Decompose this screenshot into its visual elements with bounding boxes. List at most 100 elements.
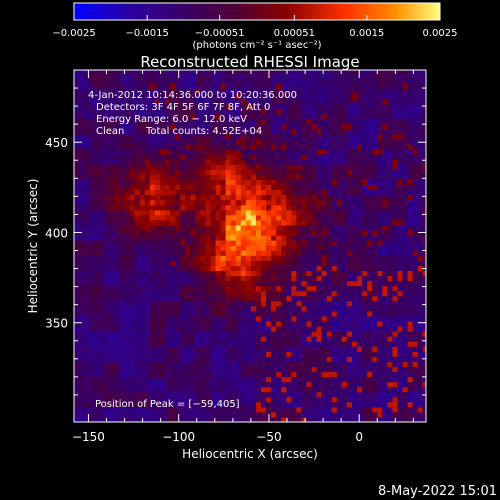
- heatmap-cell: [210, 320, 217, 327]
- heatmap-cell: [190, 164, 196, 170]
- heatmap-cell: [351, 229, 358, 236]
- heatmap-cell: [311, 381, 318, 388]
- heatmap-cell: [99, 169, 105, 175]
- heatmap-cell: [175, 401, 181, 408]
- heatmap-cell: [164, 310, 171, 317]
- heatmap-cell: [296, 336, 303, 342]
- heatmap-cell: [220, 371, 227, 378]
- heatmap-cell: [119, 341, 126, 347]
- heatmap-cell: [341, 128, 348, 135]
- heatmap-cell: [392, 113, 399, 120]
- heatmap-cell: [170, 366, 176, 373]
- heatmap-cell: [250, 305, 257, 312]
- heatmap-cell: [144, 391, 151, 398]
- heatmap-cell: [346, 204, 353, 211]
- heatmap-cell: [387, 361, 394, 367]
- heatmap-cell: [129, 103, 136, 110]
- heatmap-cell: [392, 361, 399, 367]
- heatmap-cell: [382, 199, 388, 206]
- heatmap-cell: [144, 113, 151, 120]
- heatmap-cell: [382, 341, 388, 347]
- heatmap-cell: [205, 199, 212, 206]
- heatmap-cell: [164, 356, 171, 362]
- heatmap-cell: [205, 240, 212, 246]
- heatmap-cell: [417, 295, 424, 302]
- heatmap-cell: [99, 305, 105, 312]
- heatmap-cell: [321, 386, 328, 393]
- heatmap-cell: [397, 310, 404, 317]
- heatmap-cell: [139, 341, 146, 347]
- heatmap-cell: [321, 346, 328, 352]
- heatmap-cell: [392, 300, 399, 307]
- heatmap-cell: [316, 361, 323, 367]
- heatmap-cell: [271, 194, 277, 201]
- heatmap-cell: [341, 280, 348, 287]
- heatmap-cell: [301, 371, 308, 378]
- heatmap-cell: [84, 250, 90, 256]
- heatmap-cell: [245, 209, 252, 216]
- heatmap-cell: [99, 73, 105, 79]
- heatmap-cell: [129, 194, 136, 201]
- heatmap-cell: [220, 98, 227, 105]
- heatmap-cell: [291, 295, 297, 302]
- heatmap-cell: [261, 250, 267, 256]
- heatmap-cell: [144, 300, 151, 307]
- heatmap-cell: [266, 204, 272, 211]
- heatmap-cell: [134, 406, 141, 413]
- heatmap-cell: [326, 78, 333, 84]
- heatmap-cell: [357, 73, 363, 79]
- heatmap-cell: [271, 320, 277, 327]
- heatmap-cell: [250, 341, 257, 347]
- heatmap-cell: [392, 325, 399, 332]
- heatmap-cell: [185, 234, 191, 241]
- heatmap-cell: [261, 70, 267, 74]
- heatmap-cell: [281, 295, 287, 302]
- heatmap-cell: [205, 179, 212, 186]
- heatmap-cell: [377, 320, 383, 327]
- heatmap-cell: [175, 108, 181, 115]
- heatmap-cell: [149, 138, 156, 145]
- heatmap-cell: [387, 240, 394, 246]
- heatmap-cell: [250, 78, 257, 84]
- heatmap-cell: [336, 78, 343, 84]
- heatmap-cell: [392, 128, 399, 135]
- heatmap-cell: [89, 270, 95, 277]
- heatmap-cell: [261, 386, 267, 393]
- heatmap-cell: [205, 416, 212, 422]
- heatmap-cell: [296, 371, 303, 378]
- heatmap-cell: [170, 164, 176, 170]
- heatmap-cell: [346, 138, 353, 145]
- heatmap-cell: [407, 128, 414, 135]
- heatmap-cell: [159, 159, 166, 165]
- heatmap-cell: [346, 93, 353, 100]
- heatmap-cell: [311, 174, 318, 180]
- heatmap-cell: [331, 310, 338, 317]
- heatmap-cell: [104, 290, 110, 297]
- heatmap-cell: [230, 78, 237, 84]
- heatmap-cell: [351, 209, 358, 216]
- heatmap-cell: [276, 144, 282, 150]
- heatmap-cell: [99, 174, 105, 180]
- heatmap-cell: [412, 351, 419, 357]
- heatmap-cell: [271, 234, 277, 241]
- heatmap-cell: [144, 351, 151, 357]
- heatmap-cell: [235, 88, 242, 95]
- heatmap-cell: [210, 83, 217, 90]
- heatmap-cell: [407, 401, 414, 408]
- heatmap-cell: [351, 93, 358, 100]
- heatmap-cell: [139, 189, 146, 196]
- heatmap-cell: [175, 70, 181, 74]
- heatmap-cell: [74, 376, 80, 383]
- heatmap-cell: [250, 144, 257, 150]
- heatmap-cell: [296, 366, 303, 373]
- heatmap-cell: [129, 346, 136, 352]
- heatmap-cell: [417, 406, 424, 413]
- heatmap-cell: [210, 325, 217, 332]
- heatmap-cell: [129, 229, 136, 236]
- heatmap-cell: [377, 184, 383, 191]
- heatmap-cell: [326, 234, 333, 241]
- heatmap-cell: [321, 351, 328, 357]
- heatmap-cell: [412, 214, 419, 221]
- heatmap-cell: [109, 406, 116, 413]
- heatmap-cell: [240, 285, 247, 292]
